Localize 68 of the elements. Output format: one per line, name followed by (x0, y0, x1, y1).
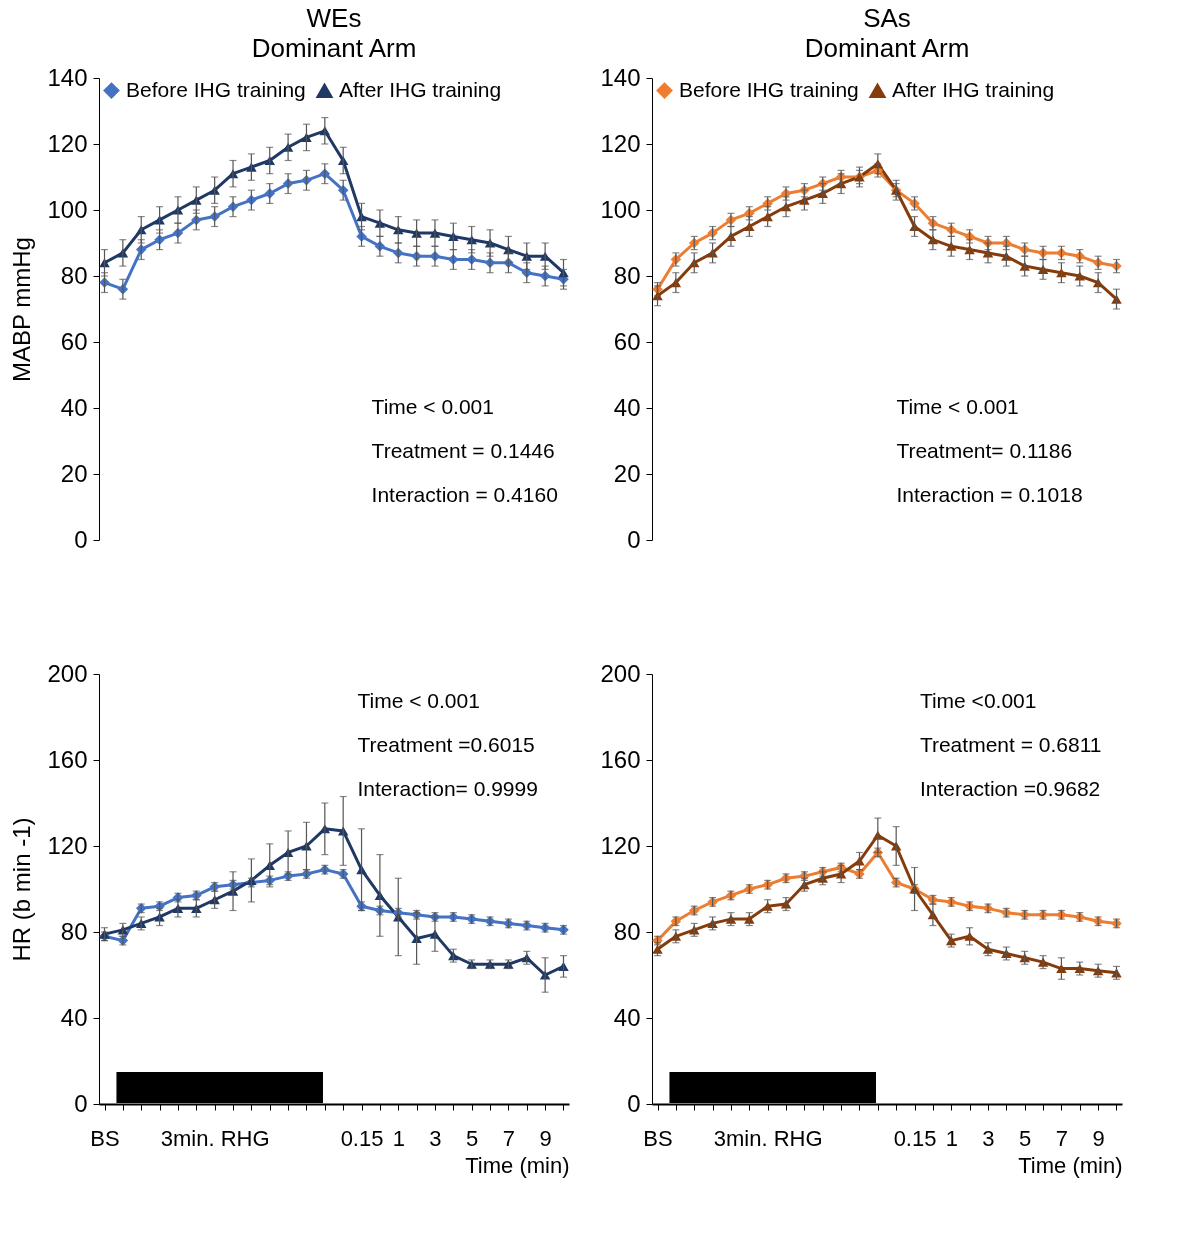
x-tick-label: 7 (502, 1125, 516, 1151)
y-tick-label: 20 (60, 459, 88, 487)
y-axis-title: HR (b min -1) (8, 817, 36, 962)
legend-label: Before IHG training (679, 77, 859, 101)
annotation: Time <0.001 (919, 689, 1037, 713)
chart-title: SAs (863, 3, 911, 33)
y-tick-label: 40 (613, 1003, 641, 1031)
y-tick-label: 80 (60, 261, 88, 289)
chart-subtitle: Dominant Arm (804, 33, 970, 63)
annotation: Time < 0.001 (357, 689, 480, 713)
x-tick-label: 5 (466, 1125, 479, 1151)
x-tick-label: 0.15 (893, 1125, 937, 1151)
x-tick-label: 0.15 (340, 1125, 384, 1151)
legend-label: After IHG training (339, 78, 502, 102)
annotation: Treatment= 0.1186 (896, 438, 1073, 462)
x-axis-title: Time (min) (465, 1152, 570, 1178)
x-tick-label: 9 (539, 1125, 552, 1151)
legend-label: Before IHG training (126, 77, 306, 101)
y-tick-label: 140 (47, 63, 88, 91)
chart-subtitle: Dominant Arm (251, 33, 417, 63)
annotation: Time < 0.001 (896, 394, 1019, 418)
x-tick-label: BS (90, 1125, 120, 1151)
y-axis-title: MABP mmHg (8, 237, 36, 382)
x-tick-label: BS (643, 1125, 673, 1151)
x-axis-title: Time (min) (1018, 1152, 1123, 1178)
annotation: Treatment = 0.1446 (371, 438, 555, 462)
chart-title: WEs (306, 3, 362, 33)
y-tick-label: 40 (613, 393, 641, 421)
y-tick-label: 0 (627, 525, 641, 553)
legend-label: After IHG training (892, 78, 1055, 102)
annotation: Time < 0.001 (371, 394, 494, 418)
annotation: Interaction= 0.9999 (357, 777, 538, 801)
annotation: Interaction = 0.1018 (896, 482, 1083, 506)
y-tick-label: 120 (600, 129, 641, 157)
y-tick-label: 40 (60, 1003, 88, 1031)
y-tick-label: 40 (60, 393, 88, 421)
x-tick-label: 3 (982, 1125, 995, 1151)
y-tick-label: 80 (613, 261, 641, 289)
annotation: Interaction = 0.4160 (371, 482, 558, 506)
y-tick-label: 60 (60, 327, 88, 355)
y-tick-label: 60 (613, 327, 641, 355)
y-tick-label: 0 (74, 1089, 88, 1117)
x-tick-label: 1 (945, 1125, 958, 1151)
y-tick-label: 120 (47, 831, 88, 859)
x-tick-label: 5 (1019, 1125, 1032, 1151)
x-tick-label: 7 (1055, 1125, 1069, 1151)
y-tick-label: 80 (60, 917, 88, 945)
y-tick-label: 100 (47, 195, 88, 223)
y-tick-label: 200 (47, 659, 88, 687)
annotation: Treatment = 0.6811 (919, 733, 1102, 757)
y-tick-label: 120 (47, 129, 88, 157)
annotation: Treatment =0.6015 (357, 733, 535, 757)
x-tick-label: 9 (1092, 1125, 1105, 1151)
x-tick-label: 3min. RHG (713, 1125, 823, 1151)
y-tick-label: 160 (600, 745, 641, 773)
x-tick-label: 3min. RHG (160, 1125, 270, 1151)
y-tick-label: 80 (613, 917, 641, 945)
y-tick-label: 0 (627, 1089, 641, 1117)
y-tick-label: 160 (47, 745, 88, 773)
x-tick-label: 3 (429, 1125, 442, 1151)
y-tick-label: 200 (600, 659, 641, 687)
y-tick-label: 120 (600, 831, 641, 859)
annotation: Interaction =0.9682 (919, 777, 1101, 801)
y-tick-label: 140 (600, 63, 641, 91)
y-tick-label: 0 (74, 525, 88, 553)
x-tick-label: 1 (392, 1125, 405, 1151)
y-tick-label: 20 (613, 459, 641, 487)
y-tick-label: 100 (600, 195, 641, 223)
